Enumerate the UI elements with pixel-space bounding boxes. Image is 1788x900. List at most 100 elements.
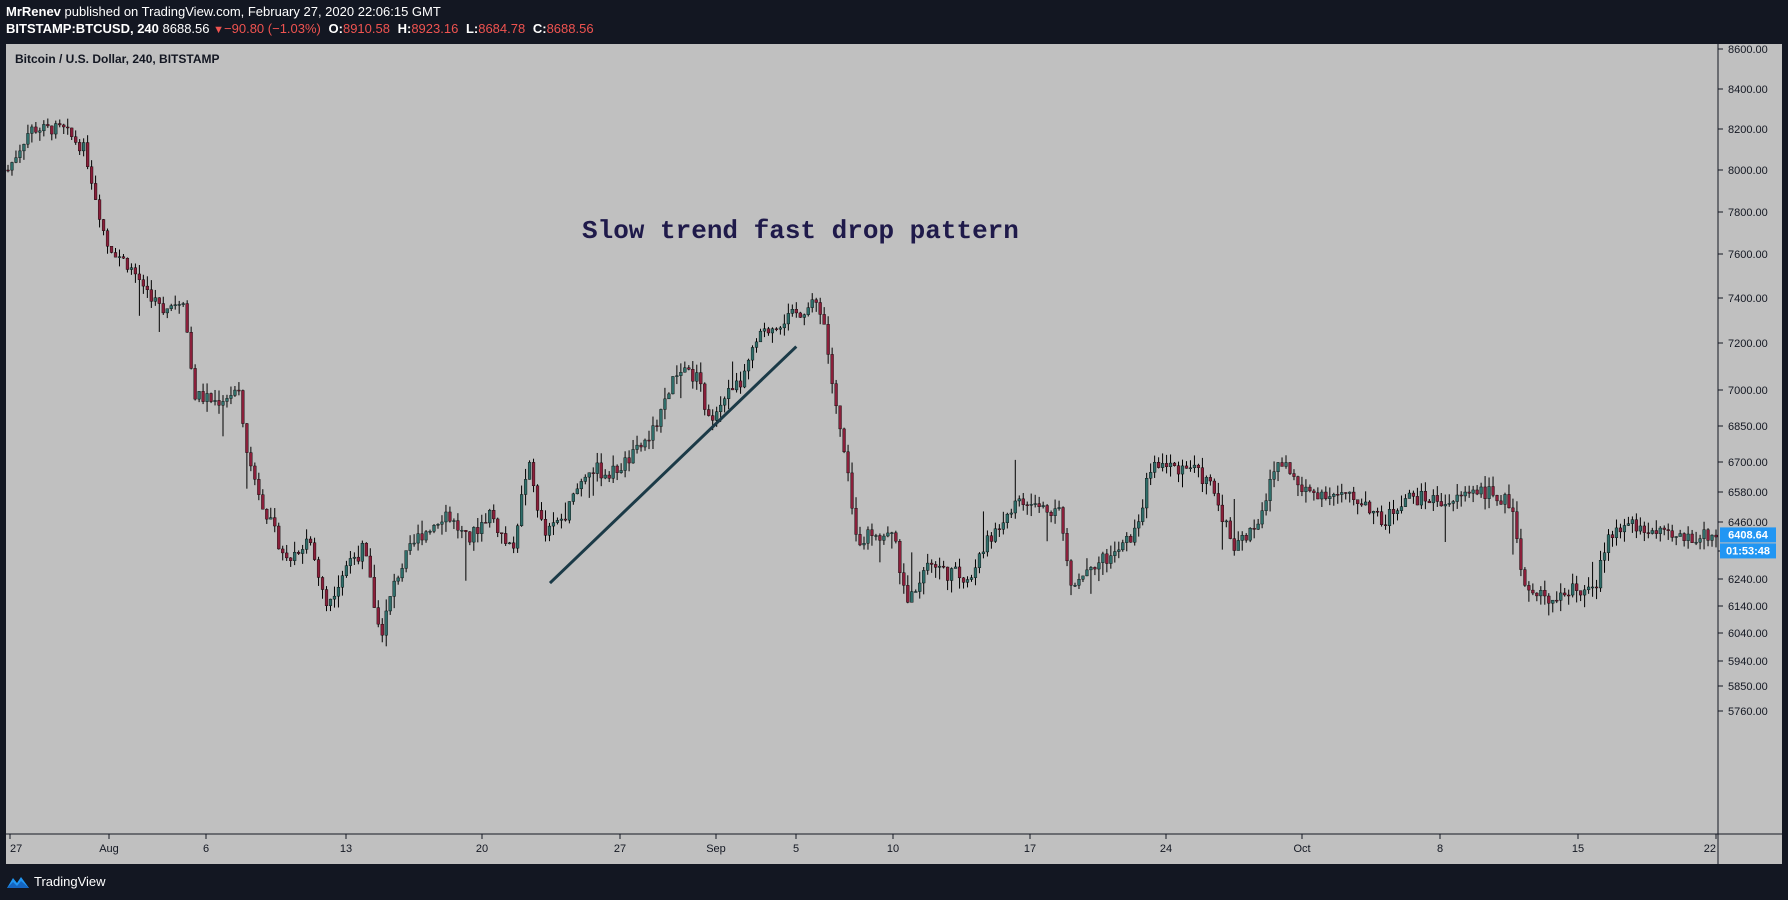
candle-body	[1041, 505, 1045, 507]
candle-body	[93, 183, 98, 200]
candle-body	[715, 411, 719, 421]
candle-body	[977, 553, 982, 568]
candle-body	[953, 566, 958, 569]
candle-body	[611, 465, 615, 479]
candle-body	[1320, 491, 1324, 500]
candle-body	[484, 522, 488, 524]
candle-body	[874, 535, 878, 537]
tradingview-logo-icon[interactable]	[6, 874, 30, 890]
candle-body	[1280, 462, 1284, 467]
price-chart[interactable]: 8600.00 8400.00 8200.00 8000.00 7800.00 7600.…	[6, 44, 1782, 864]
candle-body	[1113, 551, 1117, 556]
time-tick-label: 10	[887, 843, 899, 855]
candle-body	[1642, 525, 1646, 533]
candle-body	[1157, 461, 1161, 468]
candle-body	[316, 559, 321, 578]
candle-body	[372, 577, 376, 608]
candle-body	[512, 542, 516, 549]
candle-body	[1479, 486, 1483, 495]
candle-body	[926, 562, 930, 571]
candle-body	[396, 577, 400, 582]
candle-body	[86, 142, 90, 167]
last-price-tag-bg	[1720, 527, 1776, 543]
candle-body	[1431, 495, 1435, 504]
candle-body	[1336, 493, 1340, 496]
trendline[interactable]	[548, 345, 798, 585]
candle-body	[364, 542, 368, 557]
candle-body	[595, 462, 599, 474]
candle-body	[567, 501, 571, 521]
candle-body	[249, 452, 253, 467]
candle-body	[1511, 507, 1515, 512]
candle-body	[237, 389, 241, 392]
candle-body	[949, 568, 954, 581]
price-axis[interactable]: 8600.00 8400.00 8200.00 8000.00 7800.00 7600.…	[1718, 44, 1768, 718]
candle-body	[1403, 498, 1408, 507]
price-tick-label: 6580.00	[1728, 487, 1768, 499]
chart-annotation[interactable]: Slow trend fast drop pattern	[582, 216, 1019, 246]
chart-area[interactable]: 8600.00 8400.00 8200.00 8000.00 7800.00 7600.…	[6, 44, 1782, 864]
author-name: MrRenev	[6, 4, 61, 19]
price-tick-label: 8600.00	[1728, 44, 1768, 56]
candle-body	[145, 285, 149, 290]
candle-body	[468, 531, 472, 543]
candle-body	[1503, 494, 1507, 505]
candle-body	[627, 457, 631, 464]
candle-body	[1069, 560, 1073, 586]
candle-body	[1590, 586, 1595, 589]
candle-body	[850, 472, 854, 509]
candle-body	[559, 518, 563, 521]
candle-body	[1085, 569, 1089, 577]
candle-body	[1224, 520, 1228, 523]
candle-body	[520, 494, 524, 526]
candle-body	[34, 126, 38, 133]
candle-body	[699, 372, 703, 385]
candle-body	[368, 555, 372, 578]
candle-body	[1423, 491, 1427, 502]
time-axis[interactable]: 27 Aug 6 13 20 27 Sep 5 10 17 24 Oct 8 15 22	[9, 834, 1717, 855]
brand-name[interactable]: TradingView	[34, 874, 106, 889]
candle-body	[1061, 507, 1065, 534]
candle-body	[1658, 527, 1662, 534]
candle-body	[1220, 504, 1224, 522]
candle-body	[253, 465, 257, 480]
candle-body	[448, 511, 452, 522]
candle-body	[1348, 491, 1352, 494]
chart-title: Bitcoin / U.S. Dollar, 240, BITSTAMP	[15, 52, 220, 66]
candle-body	[1037, 503, 1041, 507]
open-value: 8910.58	[342, 21, 390, 36]
candle-body	[1364, 501, 1368, 506]
candle-body	[1399, 506, 1404, 511]
candle-body	[496, 518, 500, 533]
candle-body	[440, 521, 444, 525]
candle-body	[1324, 491, 1328, 499]
time-tick-label: 6	[203, 843, 209, 855]
candle-body	[1101, 553, 1105, 563]
last-price-value: 6408.64	[1728, 529, 1769, 541]
candle-body	[798, 312, 802, 318]
candle-body	[54, 123, 58, 135]
candle-body	[1312, 490, 1316, 493]
candle-body	[344, 565, 349, 576]
candle-body	[762, 328, 767, 332]
candle-body	[1089, 567, 1093, 571]
candle-body	[810, 299, 814, 308]
candle-body	[1587, 586, 1591, 591]
candle-body	[392, 580, 396, 597]
countdown-tag-bg	[1720, 543, 1776, 559]
candle-body	[1284, 462, 1288, 467]
candle-body	[651, 425, 655, 441]
candle-body	[535, 485, 540, 511]
candle-body	[1682, 533, 1686, 541]
candle-body	[1650, 530, 1654, 534]
candle-body	[934, 564, 938, 568]
price-tick-label: 7400.00	[1728, 293, 1768, 305]
candle-body	[894, 532, 898, 542]
candle-body	[946, 566, 950, 581]
candle-body	[1081, 575, 1085, 580]
candles-group	[6, 118, 1718, 647]
candle-body	[456, 520, 460, 531]
candle-body	[46, 124, 50, 127]
candle-body	[1598, 560, 1603, 589]
time-tick-label: 15	[1572, 843, 1584, 855]
